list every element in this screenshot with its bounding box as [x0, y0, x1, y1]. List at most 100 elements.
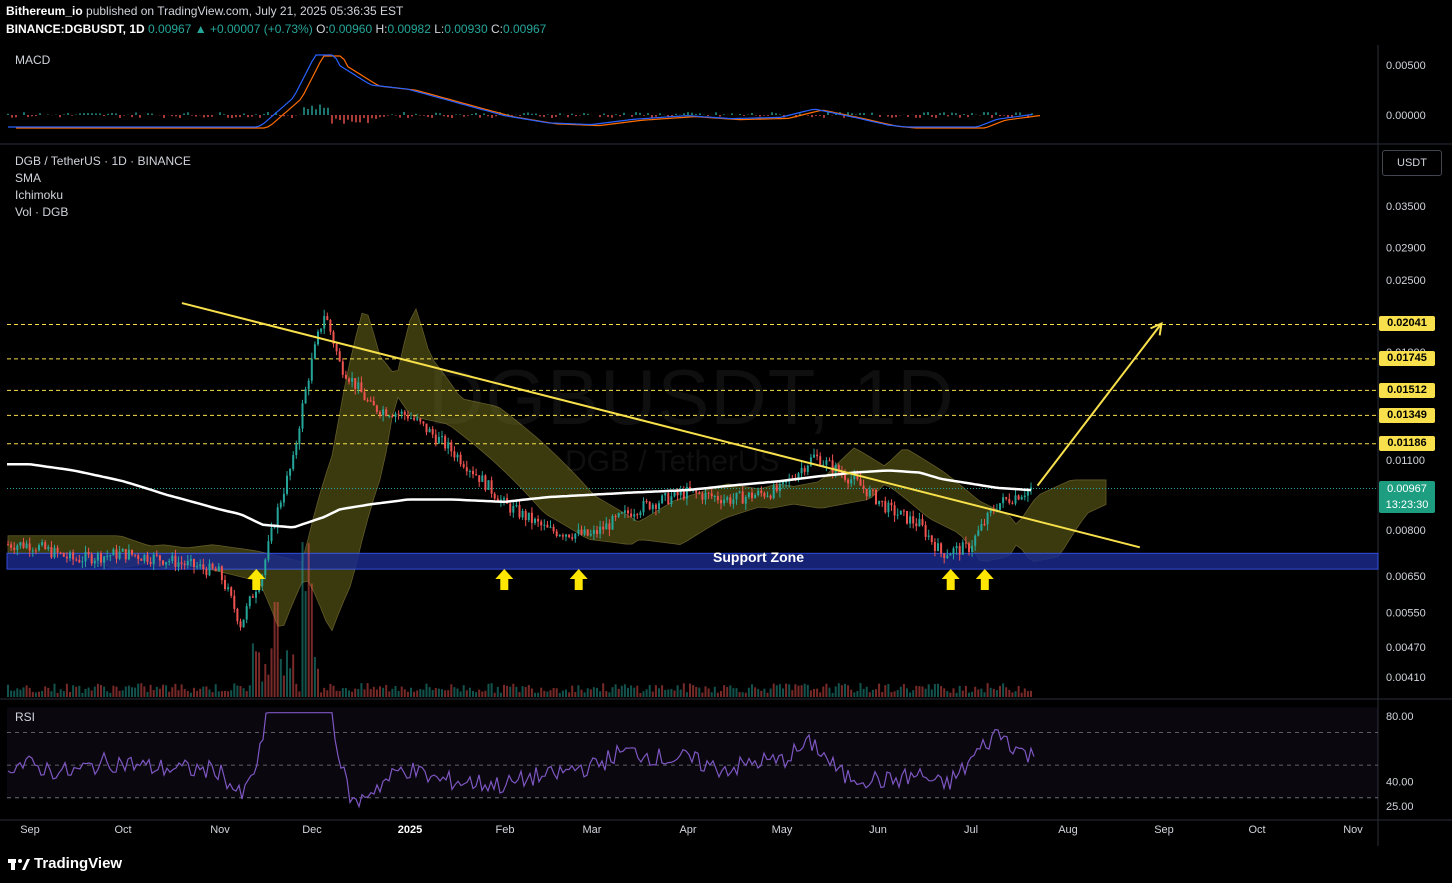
macd-hist-bar: [887, 115, 889, 117]
volume-bar: [394, 685, 397, 697]
time-label: Apr: [679, 824, 697, 836]
author-name[interactable]: Bithereum_io: [6, 4, 83, 18]
macd-hist-bar: [1003, 115, 1005, 116]
candle-body: [416, 418, 419, 420]
symbol-name[interactable]: BINANCE:DGBUSDT, 1D: [6, 22, 145, 36]
volume-bar: [168, 691, 171, 697]
candle-body: [276, 507, 279, 528]
candle-body: [741, 491, 744, 504]
time-label: Nov: [1343, 824, 1363, 836]
candle-body: [239, 621, 242, 628]
level-tag: 0.01186: [1379, 436, 1435, 451]
macd-hist-bar: [931, 115, 933, 118]
candle-body: [614, 515, 617, 517]
volume-bar: [633, 687, 636, 697]
macd-hist-bar: [351, 115, 353, 122]
candle-body: [735, 492, 738, 500]
macd-signal-line: [16, 55, 1041, 129]
macd-hist-bar: [191, 115, 193, 116]
publish-info: published on TradingView.com, July 21, 2…: [86, 4, 404, 18]
volume-bar: [447, 690, 450, 697]
candle-body: [143, 554, 146, 561]
volume-bar: [335, 690, 338, 697]
candle-body: [679, 490, 682, 496]
volume-bar: [251, 643, 254, 697]
volume-bar: [704, 686, 707, 697]
candle-body: [654, 504, 657, 509]
macd-hist-bar: [871, 112, 873, 115]
candle-body: [775, 485, 778, 492]
candle-body: [103, 556, 106, 563]
volume-bar: [654, 685, 657, 697]
candle-body: [1030, 487, 1032, 490]
name-watermark: DGB / TetherUS: [565, 445, 780, 478]
tradingview-logo[interactable]: TradingView: [8, 855, 122, 872]
macd-hist-bar: [731, 113, 733, 115]
macd-hist-bar: [359, 115, 361, 123]
volume-bar: [583, 692, 586, 697]
trendline[interactable]: [181, 302, 1163, 549]
volume-bar: [186, 691, 189, 697]
indicator-volume-label[interactable]: Vol · DGB: [15, 205, 69, 219]
volume-bar: [822, 686, 825, 697]
volume-bar: [1011, 692, 1014, 697]
candle-body: [41, 542, 44, 546]
candle-body: [242, 619, 245, 628]
candle-body: [127, 549, 130, 560]
volume-bar: [112, 685, 115, 697]
time-label: Mar: [582, 824, 602, 836]
candle-body: [512, 506, 515, 513]
candle-body: [949, 554, 952, 556]
candle-body: [574, 533, 577, 539]
time-label: Aug: [1058, 824, 1078, 836]
candle-body: [354, 378, 357, 389]
macd-hist-bar: [907, 115, 909, 117]
candle-body: [933, 542, 936, 551]
volume-bar: [292, 654, 295, 697]
macd-hist-bar: [843, 115, 845, 118]
volume-bar: [707, 688, 710, 697]
candle-body: [673, 490, 676, 497]
candle-body: [710, 493, 713, 497]
volume-bar: [282, 675, 285, 697]
macd-hist-bar: [267, 112, 269, 115]
macd-hist-bar: [643, 115, 645, 116]
volume-bar: [937, 683, 939, 697]
candle-body: [940, 543, 943, 554]
macd-hist-bar: [15, 115, 17, 118]
macd-hist-bar: [647, 113, 649, 115]
macd-hist-bar: [811, 115, 813, 118]
macd-hist-bar: [939, 113, 941, 115]
time-label: Oct: [114, 824, 132, 836]
volume-bar: [7, 684, 9, 697]
volume-bar: [766, 692, 769, 697]
candle-body: [623, 510, 626, 513]
macd-hist-bar: [559, 113, 561, 115]
macd-hist-bar: [151, 113, 153, 115]
up-arrow-icon: [941, 569, 960, 590]
volume-bar: [540, 687, 543, 697]
macd-hist-bar: [1007, 115, 1009, 118]
candle-body: [468, 471, 471, 473]
volume-bar: [478, 689, 481, 697]
candle-body: [983, 524, 986, 526]
volume-bar: [527, 685, 530, 697]
candle-body: [93, 560, 96, 564]
support-zone-rect: [6, 552, 1379, 570]
candle-body: [490, 480, 493, 494]
candle-body: [902, 510, 905, 512]
volume-bar: [248, 685, 251, 697]
indicator-sma-label[interactable]: SMA: [15, 171, 42, 185]
macd-hist-bar: [115, 113, 117, 115]
macd-hist-bar: [455, 114, 457, 115]
indicator-ichimoku-label[interactable]: Ichimoku: [15, 188, 64, 202]
candle-body: [785, 481, 788, 483]
volume-bar: [230, 690, 233, 697]
volume-bar: [217, 691, 220, 697]
price-tick: 0.01100: [1386, 455, 1425, 467]
time-label: Dec: [302, 824, 322, 836]
volume-bar: [555, 688, 558, 697]
candle-body: [168, 560, 171, 563]
currency-button[interactable]: USDT: [1382, 150, 1442, 176]
